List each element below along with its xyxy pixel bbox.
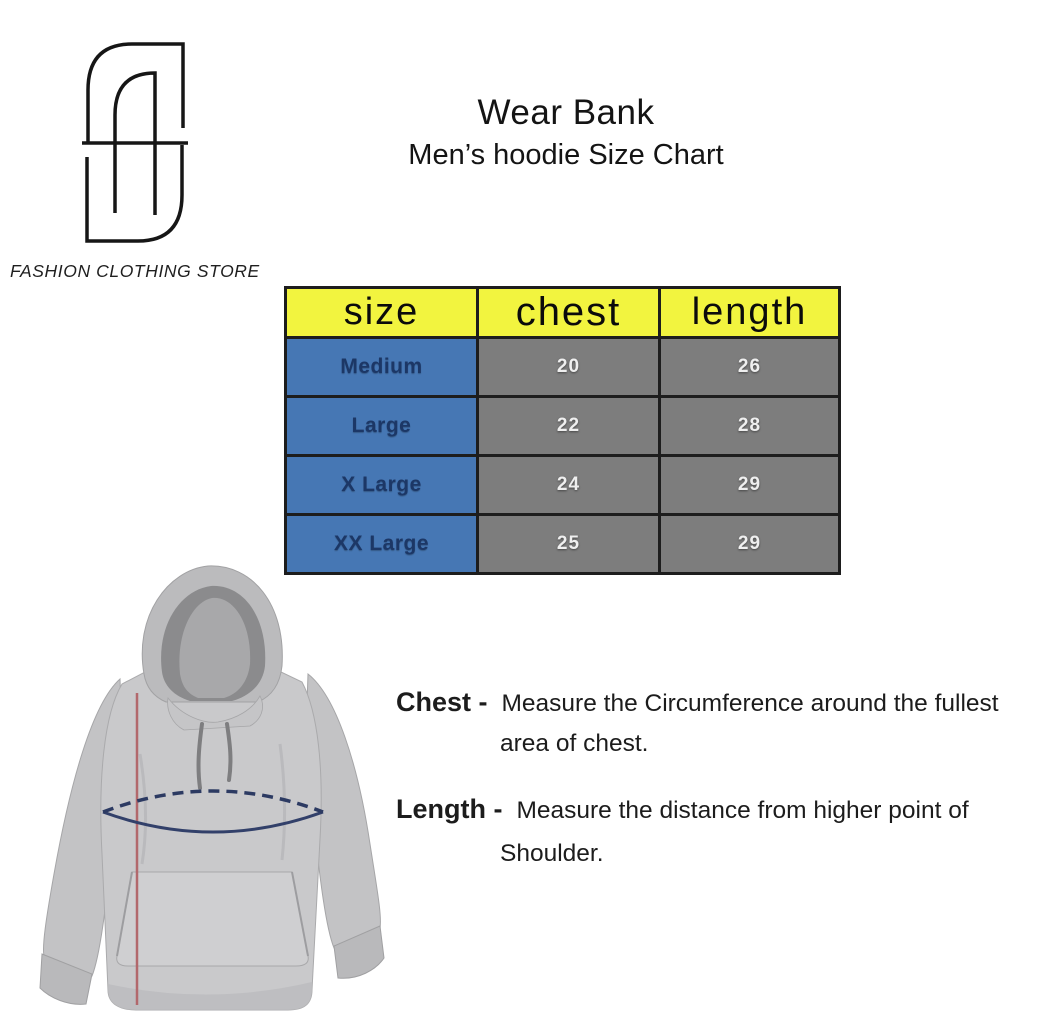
size-cell: Large: [284, 395, 479, 457]
logo-bottom-leaf: [85, 145, 184, 243]
length-cell: 29: [658, 513, 841, 575]
size-cell: XX Large: [284, 513, 479, 575]
chest-cell: 24: [476, 454, 661, 516]
length-cell: 28: [658, 395, 841, 457]
brand-logo-icon: [82, 42, 188, 243]
chest-description-line1: Measure the Circumference around the ful…: [501, 690, 999, 717]
table-row-xlarge: X Large 24 29: [284, 454, 841, 516]
size-chart-header-row: size chest length: [284, 286, 841, 339]
hoodie-measurement-illustration: [39, 565, 385, 1011]
logo-top-leaf: [86, 42, 185, 143]
column-header-length: length: [658, 286, 841, 339]
column-header-chest: chest: [476, 286, 661, 339]
drawstring-right: [225, 722, 233, 782]
kangaroo-pocket: [116, 871, 309, 967]
length-description-line1: Measure the distance from higher point o…: [516, 797, 969, 824]
column-header-size: size: [284, 286, 479, 339]
page-title: Wear Bank: [477, 93, 655, 132]
chest-term: Chest -: [396, 687, 488, 717]
page-subtitle: Men’s hoodie Size Chart: [408, 139, 724, 171]
length-cell: 29: [658, 454, 841, 516]
length-description-line2: Shoulder.: [500, 840, 604, 867]
table-row-xxlarge: XX Large 25 29: [284, 513, 841, 575]
chest-cell: 20: [476, 336, 661, 398]
size-cell: Medium: [284, 336, 479, 398]
chest-cell: 22: [476, 395, 661, 457]
logo-inner-arch: [113, 71, 157, 215]
title-block: Wear Bank Men’s hoodie Size Chart: [316, 92, 816, 172]
size-cell: X Large: [284, 454, 479, 516]
length-cell: 26: [658, 336, 841, 398]
length-term: Length -: [396, 794, 503, 824]
length-instruction: Length - Measure the distance from higher…: [396, 786, 969, 871]
chest-description-line2: area of chest.: [500, 730, 649, 757]
table-row-medium: Medium 20 26: [284, 336, 841, 398]
table-row-large: Large 22 28: [284, 395, 841, 457]
brand-tagline: FASHION CLOTHING STORE: [10, 261, 260, 281]
chest-measurement-ellipse-back: [102, 789, 324, 814]
chest-cell: 25: [476, 513, 661, 575]
size-chart-table: size chest length Medium 20 26 Large 22 …: [284, 286, 841, 575]
drawstring-left: [196, 722, 204, 790]
hoodie-graphic: [39, 565, 385, 1011]
chest-instruction: Chest - Measure the Circumference around …: [396, 682, 999, 761]
chest-measurement-ellipse-front: [102, 810, 324, 834]
